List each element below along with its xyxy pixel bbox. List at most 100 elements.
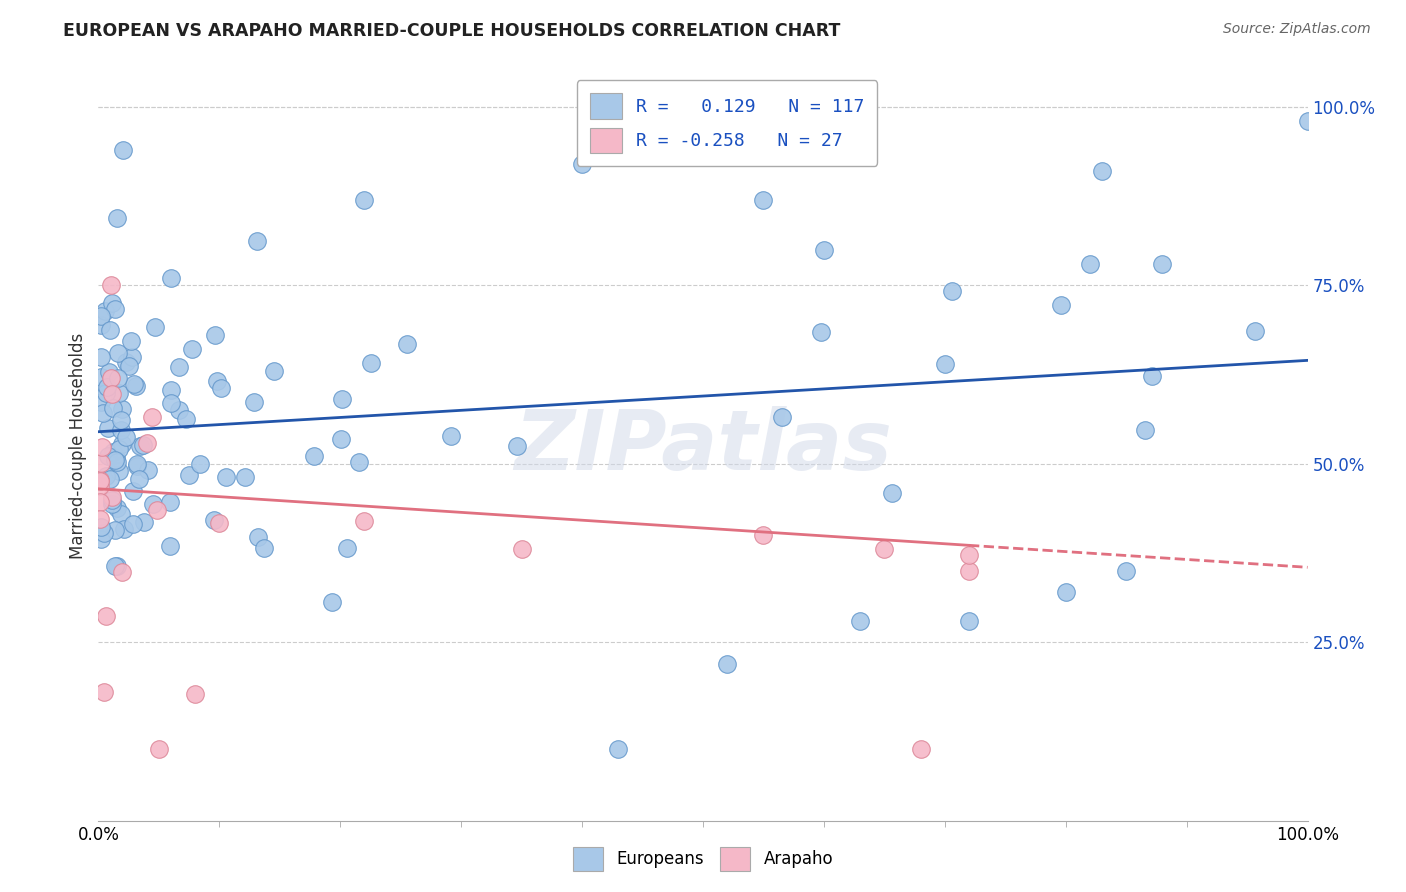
Point bbox=[90, 350, 112, 364]
Point bbox=[246, 234, 269, 248]
Point bbox=[135, 436, 157, 450]
Point bbox=[100, 278, 122, 293]
Point bbox=[1054, 585, 1077, 599]
Point bbox=[770, 409, 793, 424]
Point bbox=[1296, 114, 1319, 128]
Point bbox=[253, 541, 276, 555]
Point bbox=[98, 323, 121, 337]
Point bbox=[233, 470, 256, 484]
Point bbox=[96, 380, 118, 394]
Text: Source: ZipAtlas.com: Source: ZipAtlas.com bbox=[1223, 22, 1371, 37]
Point bbox=[934, 358, 956, 372]
Point bbox=[128, 472, 150, 486]
Point bbox=[101, 401, 124, 415]
Point bbox=[813, 243, 835, 257]
Point bbox=[159, 539, 181, 553]
Point bbox=[89, 473, 111, 487]
Point bbox=[184, 687, 207, 701]
Point bbox=[90, 441, 112, 455]
Point bbox=[90, 394, 112, 409]
Point bbox=[96, 608, 118, 623]
Point bbox=[114, 430, 136, 444]
Point bbox=[127, 458, 149, 473]
Point bbox=[880, 485, 903, 500]
Point bbox=[181, 343, 204, 357]
Point bbox=[125, 457, 148, 471]
Point bbox=[124, 377, 146, 392]
Point bbox=[105, 455, 128, 469]
Point bbox=[941, 284, 963, 298]
Point bbox=[122, 517, 145, 532]
Point bbox=[118, 359, 141, 373]
Point bbox=[174, 411, 197, 425]
Point bbox=[752, 193, 775, 207]
Point bbox=[101, 497, 124, 511]
Point bbox=[131, 438, 153, 452]
Point bbox=[353, 193, 375, 207]
Point bbox=[396, 337, 419, 351]
Point bbox=[957, 564, 980, 578]
Point bbox=[112, 522, 135, 536]
Point bbox=[104, 451, 127, 466]
Point bbox=[159, 495, 181, 509]
Point bbox=[111, 401, 134, 416]
Point bbox=[125, 378, 148, 392]
Point bbox=[111, 143, 134, 157]
Point bbox=[115, 355, 138, 369]
Point bbox=[108, 464, 131, 478]
Point bbox=[90, 532, 112, 546]
Point bbox=[146, 503, 169, 517]
Point bbox=[97, 365, 120, 379]
Point bbox=[607, 742, 630, 756]
Text: ZIPatlas: ZIPatlas bbox=[515, 406, 891, 486]
Point bbox=[169, 402, 191, 417]
Point bbox=[93, 526, 115, 541]
Legend: R =   0.129   N = 117, R = -0.258   N = 27: R = 0.129 N = 117, R = -0.258 N = 27 bbox=[576, 80, 877, 166]
Point bbox=[134, 515, 156, 529]
Point bbox=[167, 360, 190, 375]
Point bbox=[208, 516, 231, 531]
Point bbox=[360, 356, 382, 370]
Point bbox=[957, 614, 980, 628]
Text: EUROPEAN VS ARAPAHO MARRIED-COUPLE HOUSEHOLDS CORRELATION CHART: EUROPEAN VS ARAPAHO MARRIED-COUPLE HOUSE… bbox=[63, 22, 841, 40]
Point bbox=[209, 381, 232, 395]
Point bbox=[215, 469, 238, 483]
Point bbox=[506, 439, 529, 453]
Point bbox=[571, 157, 593, 171]
Point bbox=[108, 442, 131, 456]
Y-axis label: Married-couple Households: Married-couple Households bbox=[69, 333, 87, 559]
Point bbox=[100, 296, 122, 310]
Point bbox=[440, 429, 463, 443]
Point bbox=[1080, 257, 1102, 271]
Point bbox=[96, 468, 118, 483]
Point bbox=[105, 500, 128, 515]
Point bbox=[177, 467, 200, 482]
Point bbox=[145, 320, 167, 334]
Point bbox=[98, 472, 121, 486]
Point bbox=[101, 491, 124, 505]
Point bbox=[105, 211, 128, 225]
Point bbox=[104, 302, 127, 317]
Point bbox=[90, 519, 112, 533]
Point bbox=[97, 421, 120, 435]
Point bbox=[111, 437, 134, 451]
Point bbox=[1135, 424, 1157, 438]
Point bbox=[243, 395, 266, 409]
Point bbox=[330, 392, 353, 406]
Point bbox=[89, 495, 111, 509]
Point bbox=[89, 474, 111, 488]
Point bbox=[90, 309, 112, 323]
Point bbox=[121, 350, 143, 364]
Point bbox=[110, 413, 132, 427]
Legend: Europeans, Arapaho: Europeans, Arapaho bbox=[564, 839, 842, 880]
Point bbox=[141, 410, 163, 425]
Point bbox=[246, 530, 269, 544]
Point bbox=[104, 453, 127, 467]
Point bbox=[202, 513, 225, 527]
Point bbox=[103, 523, 125, 537]
Point bbox=[335, 541, 357, 555]
Point bbox=[90, 370, 112, 384]
Point bbox=[110, 507, 132, 521]
Point bbox=[104, 559, 127, 574]
Point bbox=[204, 328, 226, 343]
